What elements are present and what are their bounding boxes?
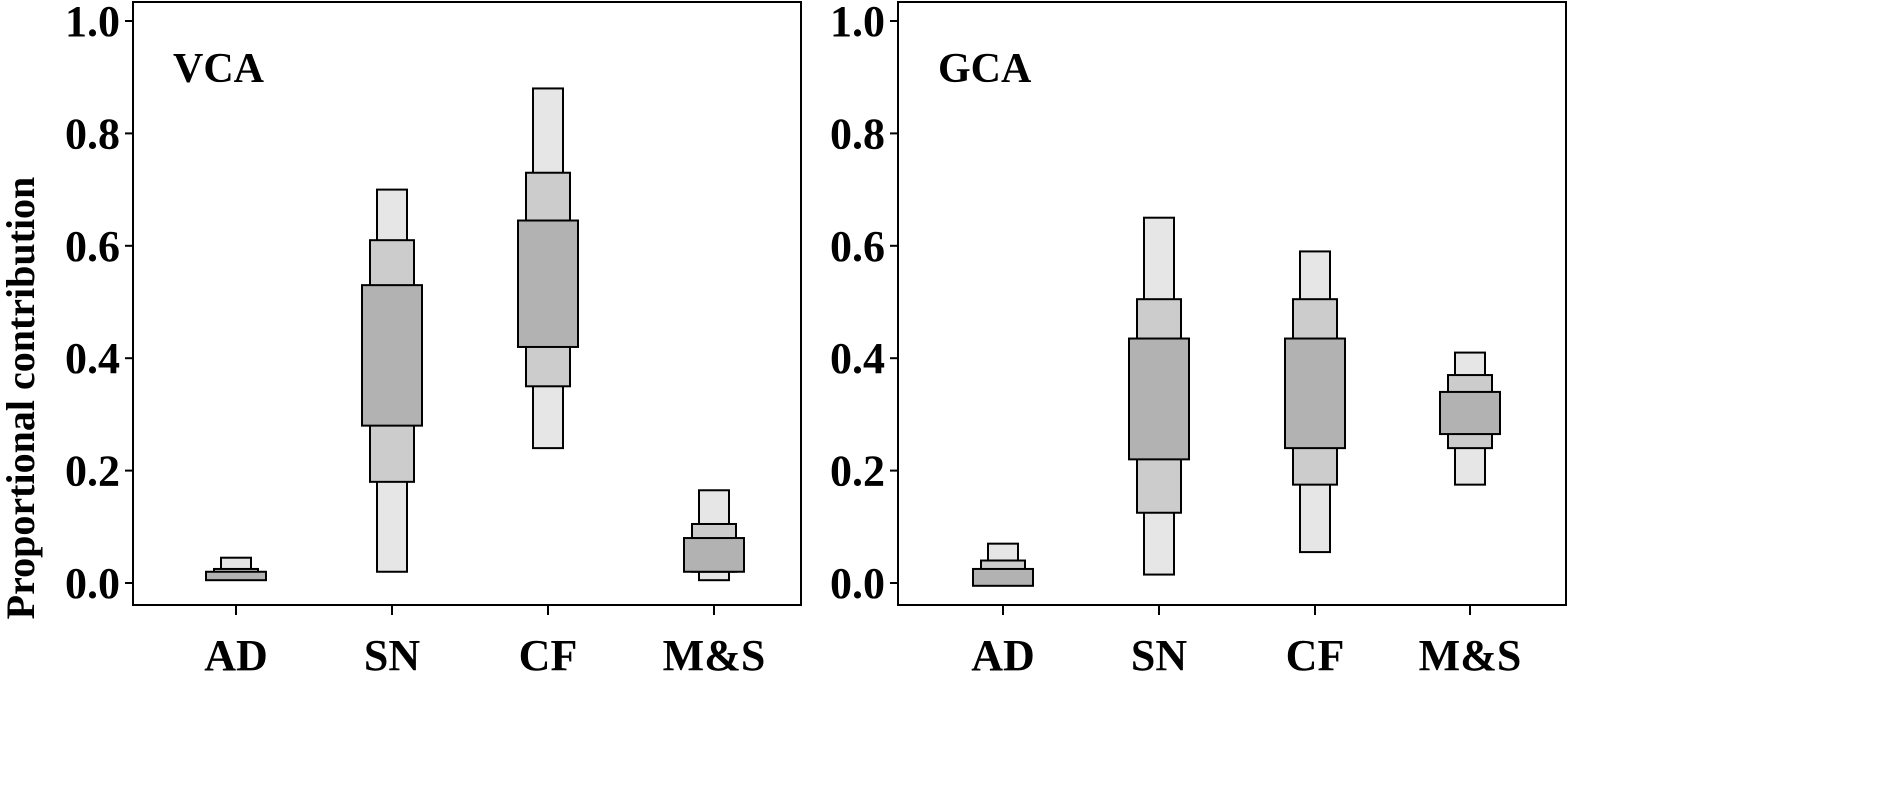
vca-x-tick-label-mands: M&S — [663, 631, 766, 680]
gca-x-tick-label-ad: AD — [971, 631, 1035, 680]
vca-sn-inner-box — [361, 284, 423, 427]
vca-x-tick-label-ad: AD — [204, 631, 268, 680]
gca-x-tick-label-cf: CF — [1286, 631, 1345, 680]
vca-x-tick-label-cf: CF — [519, 631, 578, 680]
gca-panel-label: GCA — [938, 46, 1032, 92]
y-axis-label-group: Proportional contribution — [0, 177, 43, 620]
y-axis-label: Proportional contribution — [0, 177, 43, 620]
gca-ad-inner-box — [972, 567, 1034, 587]
gca-sn-inner-box — [1128, 337, 1190, 461]
vca-y-tick-label: 1.0 — [65, 0, 120, 46]
gca-y-tick-label: 0.2 — [830, 447, 885, 496]
panel-gca: 0.0 0.2 0.4 0.6 0.8 1.0 AD SN CF M&S GCA — [830, 0, 1567, 680]
panel-vca: 0.0 0.2 0.4 0.6 0.8 1.0 AD SN CF M&S VCA — [65, 0, 802, 680]
gca-x-tick-label-mands: M&S — [1419, 631, 1522, 680]
gca-y-tick-label: 0.0 — [830, 559, 885, 608]
gca-cf-inner-box — [1284, 337, 1346, 450]
gca-plot-frame — [897, 1, 1567, 606]
vca-y-tick-label: 0.2 — [65, 447, 120, 496]
vca-mands-inner-box — [683, 537, 745, 573]
vca-panel-label: VCA — [173, 46, 265, 92]
gca-mands-inner-box — [1439, 390, 1501, 436]
vca-y-tick-label: 0.4 — [65, 334, 120, 383]
vca-plot-frame — [132, 1, 802, 606]
vca-y-tick-label: 0.6 — [65, 222, 120, 271]
vca-x-tick-label-sn: SN — [364, 631, 420, 680]
vca-y-tick-label: 0.0 — [65, 559, 120, 608]
gca-x-tick-label-sn: SN — [1131, 631, 1187, 680]
vca-cf-inner-box — [517, 219, 579, 348]
gca-y-tick-label: 0.4 — [830, 334, 885, 383]
gca-y-tick-label: 0.6 — [830, 222, 885, 271]
vca-y-tick-label: 0.8 — [65, 109, 120, 158]
vca-ad-inner-box — [205, 570, 267, 582]
gca-y-tick-label: 1.0 — [830, 0, 885, 46]
gca-y-tick-label: 0.8 — [830, 109, 885, 158]
